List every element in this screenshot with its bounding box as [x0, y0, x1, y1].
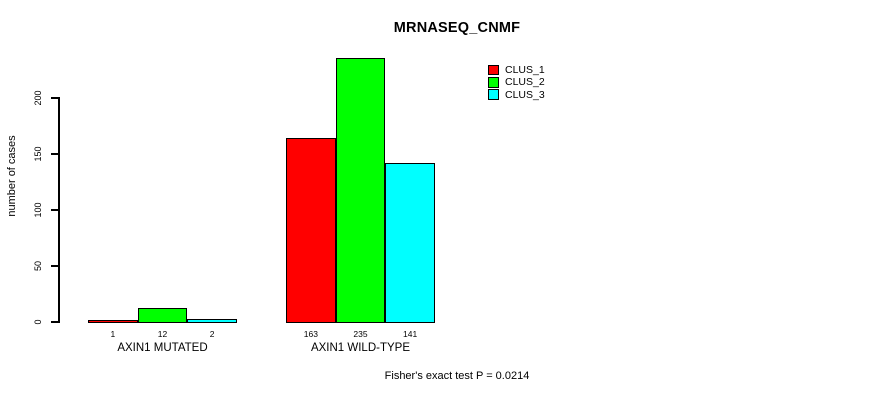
legend-label: CLUS_1: [505, 64, 545, 77]
legend-item: CLUS_3: [488, 89, 545, 101]
y-tick-label: 100: [33, 202, 43, 218]
y-tick: [51, 153, 58, 155]
bar-value-label: 141: [403, 329, 418, 339]
y-tick: [51, 265, 58, 267]
legend-label: CLUS_2: [505, 76, 545, 89]
legend-swatch: [488, 64, 499, 76]
bar-clus_2: [137, 307, 188, 323]
bar-clus_1: [88, 319, 138, 323]
bar-value-label: 2: [209, 329, 215, 339]
bar-clus_3: [385, 163, 435, 323]
y-tick-label: 150: [33, 146, 43, 162]
y-tick: [51, 97, 58, 99]
bar-clus_1: [286, 138, 336, 323]
bar-clus_3: [187, 318, 237, 323]
bar-value-label: 235: [353, 329, 368, 339]
y-axis-line: [58, 97, 60, 324]
legend-item: CLUS_2: [488, 76, 545, 88]
bar-value-label: 163: [303, 329, 318, 339]
y-tick-label: 200: [33, 90, 43, 106]
y-tick: [51, 209, 58, 211]
legend-item: CLUS_1: [488, 64, 545, 76]
legend-swatch: [488, 77, 499, 88]
y-tick-label: 50: [33, 260, 43, 272]
legend-swatch: [488, 89, 499, 100]
bar-clus_2: [335, 57, 386, 323]
chart-title: MRNASEQ_CNMF: [393, 20, 521, 36]
y-tick: [51, 321, 58, 323]
legend-label: CLUS_3: [505, 88, 545, 101]
group-label: AXIN1 MUTATED: [117, 342, 208, 354]
group-label: AXIN1 WILD-TYPE: [310, 342, 411, 354]
footnote: Fisher's exact test P = 0.0214: [384, 370, 530, 382]
y-tick-label: 0: [33, 319, 43, 325]
legend: CLUS_1 CLUS_2 CLUS_3: [488, 64, 545, 101]
bar-value-label: 12: [157, 329, 168, 339]
bar-value-label: 1: [110, 329, 116, 339]
